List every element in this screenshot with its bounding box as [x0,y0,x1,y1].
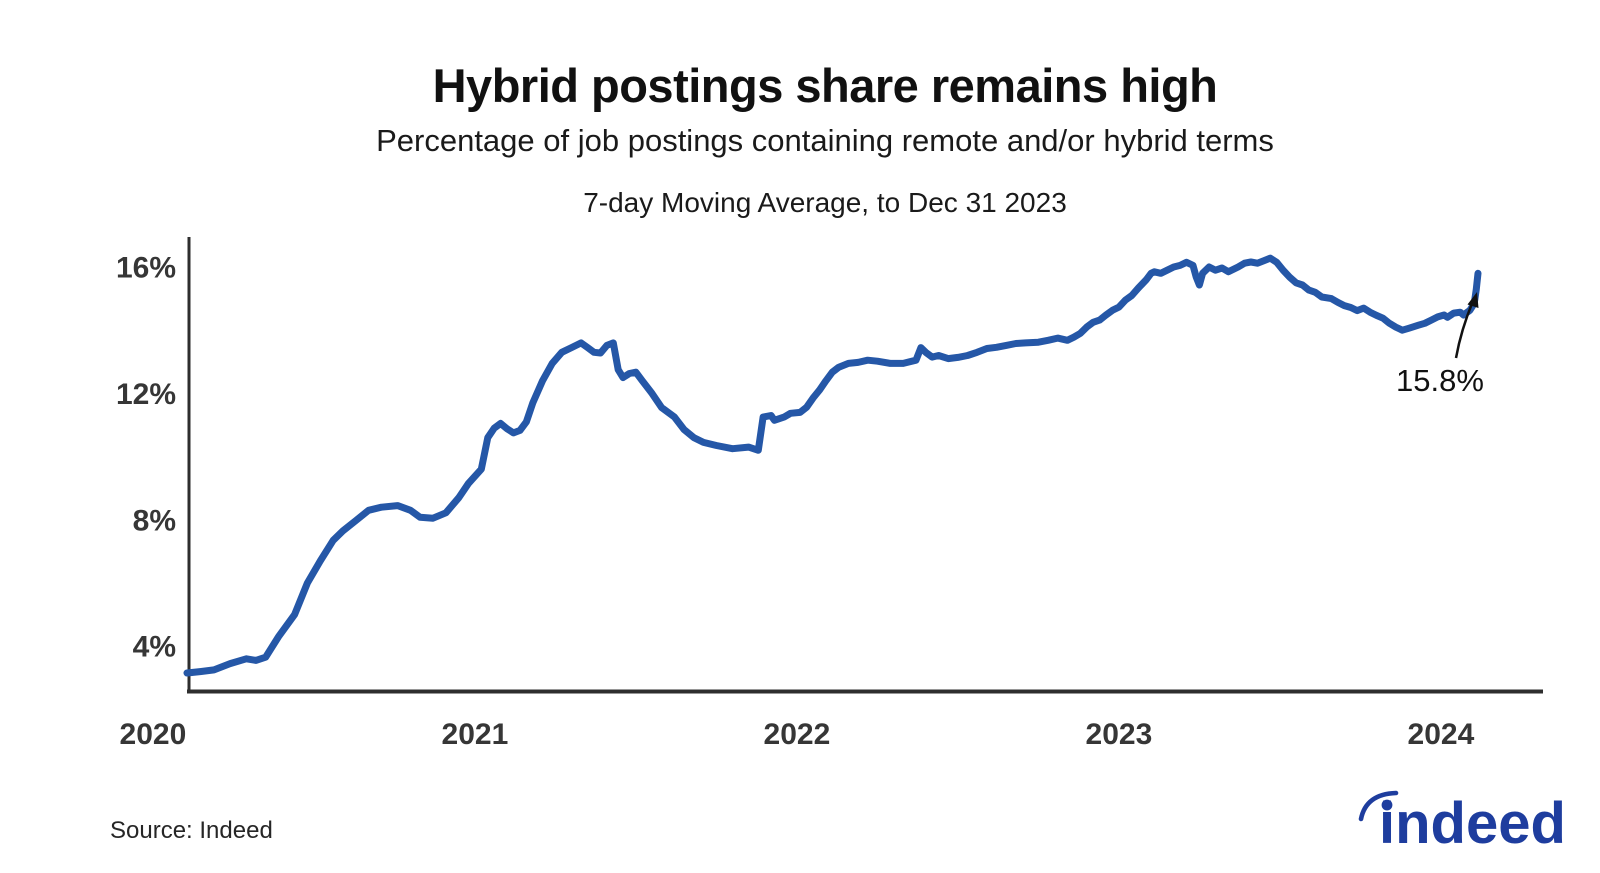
chart-period-note: 7-day Moving Average, to Dec 31 2023 [583,187,1067,218]
y-axis-tick-labels: 4% 8% 12% 16% [116,252,176,664]
y-tick-label: 8% [133,504,176,537]
logo-text: indeed [1379,791,1566,856]
annotation-label: 15.8% [1396,363,1484,398]
x-tick-label: 2020 [120,718,187,751]
source-note: Source: Indeed [110,817,273,844]
x-tick-label: 2024 [1408,718,1475,751]
y-tick-label: 4% [133,631,176,664]
annotation-arrowhead [1467,292,1479,308]
logo-i-dot-icon [1381,799,1393,811]
chart-title: Hybrid postings share remains high [432,59,1218,112]
logo-arc-icon [1358,790,1399,822]
indeed-logo: indeed [1335,763,1575,863]
y-tick-label: 16% [116,252,176,285]
x-tick-label: 2022 [764,718,831,751]
trend-line [183,254,1482,677]
annotation-arrow [1454,300,1475,359]
x-axis-tick-labels: 2020 2021 2022 2023 2024 [120,718,1475,751]
chart-subtitle: Percentage of job postings containing re… [376,123,1274,158]
y-tick-label: 12% [116,378,176,411]
x-tick-label: 2023 [1086,718,1153,751]
x-tick-label: 2021 [442,718,509,751]
